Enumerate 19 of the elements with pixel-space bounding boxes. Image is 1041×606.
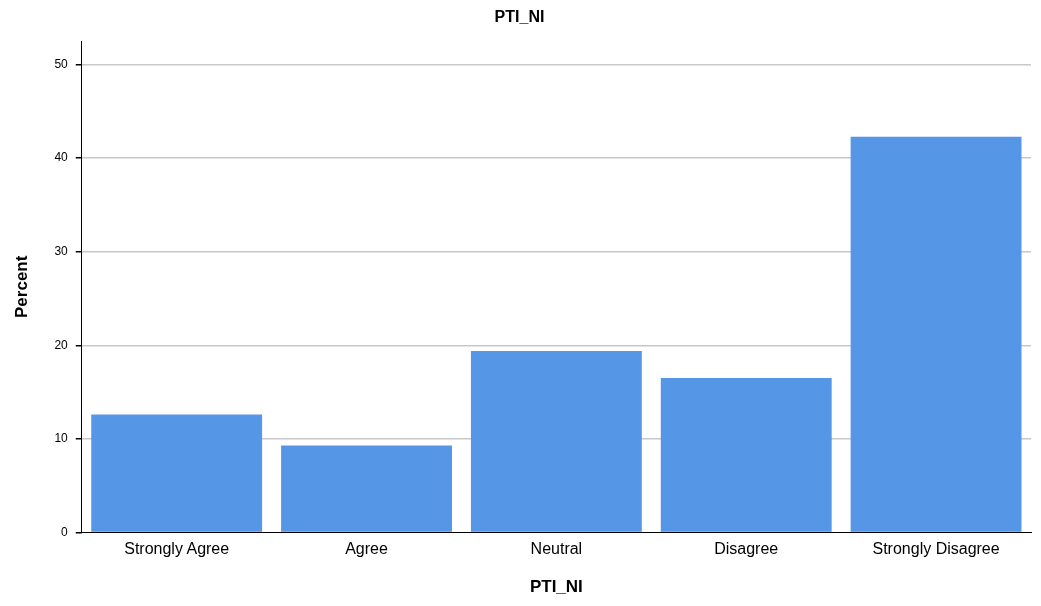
bar bbox=[850, 136, 1022, 532]
y-tick-label: 10 bbox=[54, 431, 69, 446]
chart-title: PTI_NI bbox=[494, 8, 545, 26]
y-tick-label: 30 bbox=[54, 244, 69, 259]
y-tick-label: 50 bbox=[54, 56, 69, 71]
x-tick-label: Strongly Disagree bbox=[872, 540, 1000, 558]
bar bbox=[281, 445, 452, 532]
y-tick-label: 0 bbox=[61, 524, 69, 539]
y-axis-title: Percent bbox=[11, 255, 31, 318]
bar bbox=[660, 378, 832, 532]
x-tick-label: Neutral bbox=[530, 540, 583, 558]
y-tick-label: 40 bbox=[54, 150, 69, 165]
y-tick-label: 20 bbox=[54, 337, 69, 352]
x-tick-label: Strongly Agree bbox=[124, 540, 230, 558]
bar bbox=[91, 414, 263, 532]
x-axis-title: PTI_NI bbox=[529, 577, 583, 597]
x-tick-label: Disagree bbox=[714, 540, 779, 558]
x-tick-label: Agree bbox=[345, 540, 388, 558]
bar bbox=[470, 350, 642, 532]
